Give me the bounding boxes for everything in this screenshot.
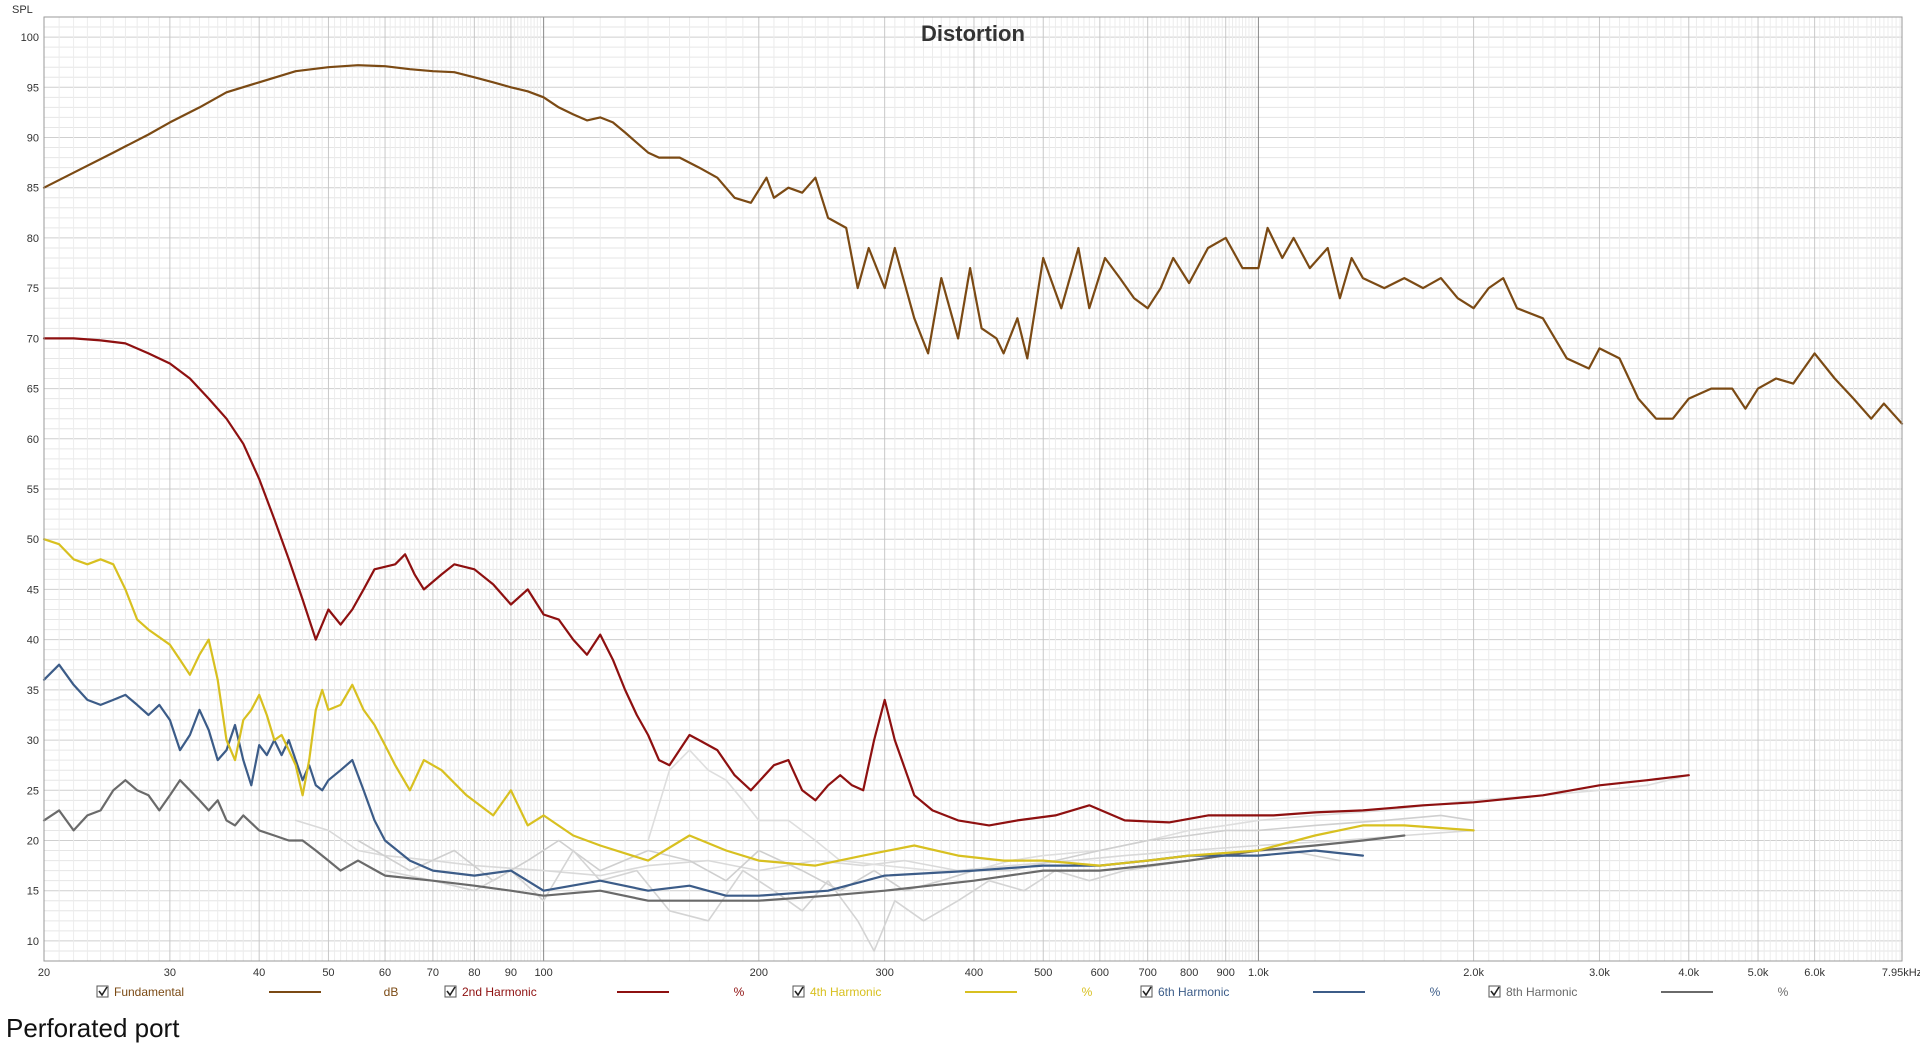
legend-checkbox-8th-harmonic[interactable] [1488,985,1501,998]
y-tick-label: 35 [27,685,39,697]
x-tick-label: 80 [468,967,480,979]
y-tick-label: 80 [27,233,39,245]
legend-unit-4th-harmonic: % [1082,985,1093,999]
checkmark-icon [794,986,804,997]
x-tick-label: 900 [1217,967,1235,979]
legend-label-fundamental: Fundamental [114,985,184,999]
y-tick-label: 90 [27,133,39,145]
plot-frame [43,16,1903,962]
y-axis-label: SPL [12,4,33,16]
y-tick-label: 50 [27,534,39,546]
series-fundamental [42,64,1904,425]
legend-label-8th-harmonic: 8th Harmonic [1506,985,1577,999]
x-tick-label: 30 [164,967,176,979]
y-tick-label: 75 [27,283,39,295]
y-tick-label: 85 [27,183,39,195]
legend-unit-2nd-harmonic: % [734,985,745,999]
series-2nd-harmonic [42,337,1690,827]
legend-label-2nd-harmonic: 2nd Harmonic [462,985,537,999]
checkmark-icon [98,986,108,997]
y-tick-label: 30 [27,735,39,747]
distortion-chart: 100 95 90 85 80 75 70 65 60 55 50 45 40 35 30 25 20 15 10 2… [12,4,1920,999]
legend-label-6th-harmonic: 6th Harmonic [1158,985,1229,999]
y-tick-label: 25 [27,785,39,797]
x-tick-label: 700 [1139,967,1157,979]
legend-checkbox-6th-harmonic[interactable] [1140,985,1153,998]
x-tick-label: 5.0k [1748,967,1769,979]
chart-grid [43,16,1903,962]
y-tick-label: 45 [27,584,39,596]
chart-labels: 100 95 90 85 80 75 70 65 60 55 50 45 40 35 30 25 20 15 10 2… [12,4,1920,979]
y-tick-label: 100 [21,32,39,44]
legend-checkbox-4th-harmonic[interactable] [792,985,805,998]
series-background-trace [357,814,1475,892]
chart-title: Distortion [921,21,1025,46]
x-tick-label: 20 [38,967,50,979]
chart-series [42,64,1904,952]
y-tick-label: 60 [27,434,39,446]
y-tick-label: 95 [27,82,39,94]
legend-unit-6th-harmonic: % [1430,985,1441,999]
y-tick-label: 70 [27,333,39,345]
x-tick-label: 1.0k [1248,967,1269,979]
x-tick-label: 7.95kHz [1882,967,1920,979]
x-tick-label: 300 [875,967,893,979]
x-tick-label: 2.0k [1463,967,1484,979]
x-tick-label: 200 [750,967,768,979]
x-tick-label: 4.0k [1678,967,1699,979]
x-tick-label: 600 [1091,967,1109,979]
legend-checkbox-fundamental[interactable] [96,985,109,998]
x-tick-label: 90 [505,967,517,979]
x-tick-label: 70 [427,967,439,979]
chart-caption: Perforated port [6,1013,180,1043]
x-tick-label: 800 [1180,967,1198,979]
y-tick-label: 15 [27,886,39,898]
x-tick-label: 3.0k [1589,967,1610,979]
x-tick-label: 400 [965,967,983,979]
checkmark-icon [1142,986,1152,997]
y-tick-label: 55 [27,484,39,496]
legend-unit-8th-harmonic: % [1778,985,1789,999]
y-tick-label: 20 [27,835,39,847]
x-tick-label: 6.0k [1804,967,1825,979]
x-tick-label: 100 [534,967,552,979]
checkmark-icon [446,986,456,997]
series-4th-harmonic [42,538,1475,867]
y-tick-label: 40 [27,635,39,647]
x-tick-label: 50 [322,967,334,979]
chart-legend[interactable]: Fundamental dB 2nd Harmonic% 4th Harmonic% 6… [96,985,1789,999]
legend-checkbox-2nd-harmonic[interactable] [444,985,457,998]
y-tick-label: 10 [27,936,39,948]
series-6th-harmonic [42,663,1364,897]
y-tick-label: 65 [27,384,39,396]
x-tick-label: 500 [1034,967,1052,979]
x-tick-label: 60 [379,967,391,979]
series-background-trace [294,819,1475,877]
checkmark-icon [1490,986,1500,997]
x-tick-label: 40 [253,967,265,979]
legend-unit-fundamental: dB [384,985,399,999]
legend-label-4th-harmonic: 4th Harmonic [810,985,881,999]
series-8th-harmonic [42,779,1406,902]
